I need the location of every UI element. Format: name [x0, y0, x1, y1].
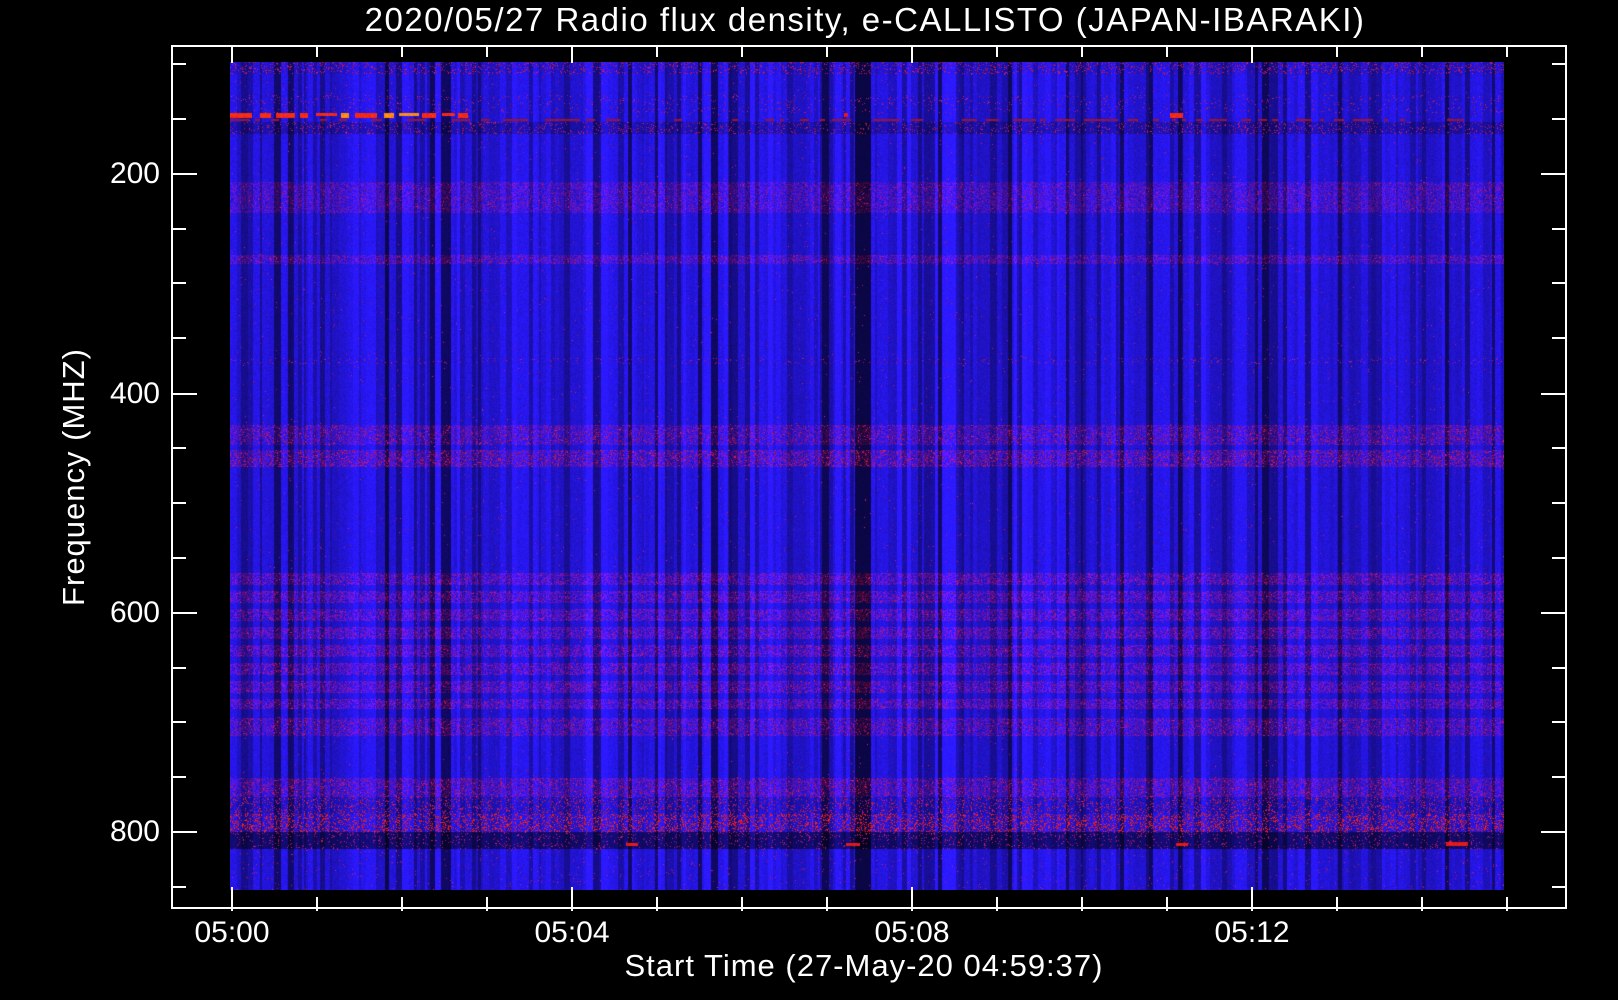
tick-mark [1081, 47, 1083, 57]
y-axis-title: Frequency (MHZ) [56, 348, 91, 606]
tick-mark [1421, 897, 1423, 911]
x-tick-label: 05:08 [874, 916, 950, 949]
tick-mark [173, 282, 186, 284]
tick-mark [1541, 831, 1565, 833]
tick-mark [1552, 776, 1565, 778]
tick-mark [656, 897, 658, 911]
tick-mark [1081, 897, 1083, 911]
tick-mark [826, 47, 828, 57]
x-tick-label: 05:00 [194, 916, 270, 949]
tick-mark [996, 47, 998, 57]
tick-mark [316, 47, 318, 57]
tick-mark [173, 447, 186, 449]
tick-mark [1552, 667, 1565, 669]
y-tick-label: 400 [109, 377, 160, 410]
tick-mark [173, 337, 186, 339]
tick-mark [486, 47, 488, 57]
tick-mark [173, 228, 186, 230]
tick-mark [826, 897, 828, 911]
tick-mark [231, 47, 233, 63]
tick-mark [401, 47, 403, 57]
tick-mark [1421, 47, 1423, 57]
tick-mark [173, 502, 186, 504]
tick-mark [1552, 228, 1565, 230]
x-tick-label: 05:04 [534, 916, 610, 949]
tick-mark [173, 831, 197, 833]
tick-mark [1552, 886, 1565, 888]
tick-mark [1541, 173, 1565, 175]
tick-mark [571, 887, 573, 911]
tick-mark [1541, 612, 1565, 614]
tick-mark [173, 776, 186, 778]
tick-mark [231, 887, 233, 911]
tick-mark [1506, 897, 1508, 911]
tick-mark [316, 897, 318, 911]
tick-mark [173, 667, 186, 669]
tick-mark [741, 897, 743, 911]
tick-mark [1541, 393, 1565, 395]
tick-mark [1552, 118, 1565, 120]
tick-mark [173, 721, 186, 723]
tick-mark [656, 47, 658, 57]
tick-mark [173, 612, 197, 614]
chart-title: 2020/05/27 Radio flux density, e-CALLIST… [364, 1, 1366, 38]
tick-mark [173, 63, 186, 65]
tick-mark [1552, 337, 1565, 339]
tick-mark [1552, 557, 1565, 559]
tick-mark [741, 47, 743, 57]
tick-mark [1251, 887, 1253, 911]
tick-mark [571, 47, 573, 63]
tick-mark [911, 47, 913, 63]
tick-mark [173, 118, 186, 120]
tick-mark [1552, 502, 1565, 504]
tick-mark [1166, 897, 1168, 911]
tick-mark [401, 897, 403, 911]
tick-mark [173, 886, 186, 888]
y-tick-label: 600 [109, 596, 160, 629]
tick-mark [1336, 47, 1338, 57]
tick-mark [1506, 47, 1508, 57]
y-tick-label: 200 [109, 157, 160, 190]
tick-mark [1552, 63, 1565, 65]
tick-mark [173, 393, 197, 395]
tick-mark [173, 557, 186, 559]
tick-mark [1552, 721, 1565, 723]
tick-mark [486, 897, 488, 911]
tick-mark [1336, 897, 1338, 911]
tick-mark [911, 887, 913, 911]
x-axis-title: Start Time (27-May-20 04:59:37) [624, 948, 1104, 983]
spectrogram-heatmap [230, 62, 1504, 890]
tick-mark [173, 173, 197, 175]
tick-mark [1166, 47, 1168, 57]
tick-mark [996, 897, 998, 911]
x-tick-label: 05:12 [1214, 916, 1290, 949]
tick-mark [1251, 47, 1253, 63]
y-tick-label: 800 [109, 815, 160, 848]
tick-mark [1552, 282, 1565, 284]
tick-mark [1552, 447, 1565, 449]
